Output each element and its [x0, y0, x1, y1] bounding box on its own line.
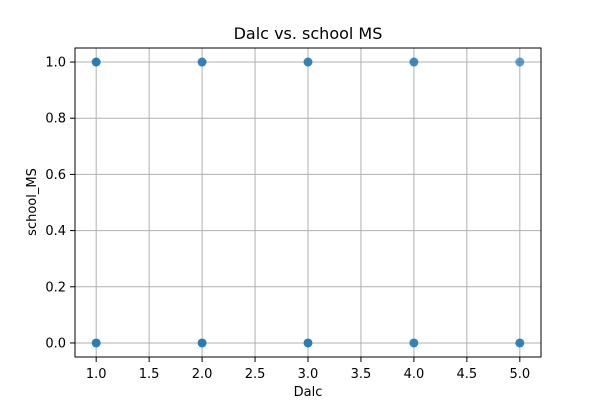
x-tick-label: 5.0: [509, 367, 530, 382]
x-tick-label: 3.5: [351, 367, 372, 382]
scatter-point: [515, 57, 525, 67]
y-tick-label: 1.0: [45, 56, 66, 71]
y-tick-label: 0.4: [45, 224, 66, 239]
x-axis-label: Dalc: [294, 385, 323, 400]
axis-ticks: 1.0 1.5 2.0 2.5 3.0 3.5 4.0 4.5 5.0 0.0 0.2 0.4 0.6 0…: [45, 56, 530, 382]
y-tick-label: 0.6: [45, 168, 66, 183]
y-tick-label: 0.8: [45, 112, 66, 127]
x-tick-label: 1.5: [139, 367, 160, 382]
y-axis-label: school_MS: [25, 168, 40, 236]
scatter-point: [409, 338, 419, 348]
grid-lines: [75, 48, 541, 357]
scatter-point: [303, 338, 313, 348]
chart-title: Dalc vs. school MS: [234, 24, 383, 43]
scatter-point: [409, 57, 419, 67]
scatter-point: [515, 338, 525, 348]
y-tick-label: 0.2: [45, 280, 66, 295]
scatter-point: [91, 338, 101, 348]
data-points: [91, 57, 525, 348]
x-tick-label: 3.0: [298, 367, 319, 382]
scatter-point: [91, 57, 101, 67]
x-tick-label: 4.0: [404, 367, 425, 382]
y-tick-label: 0.0: [45, 336, 66, 351]
scatter-point: [303, 57, 313, 67]
x-tick-label: 4.5: [457, 367, 478, 382]
scatter-point: [197, 57, 207, 67]
x-tick-label: 2.0: [192, 367, 213, 382]
x-tick-label: 2.5: [245, 367, 266, 382]
x-tick-label: 1.0: [86, 367, 107, 382]
scatter-point: [197, 338, 207, 348]
